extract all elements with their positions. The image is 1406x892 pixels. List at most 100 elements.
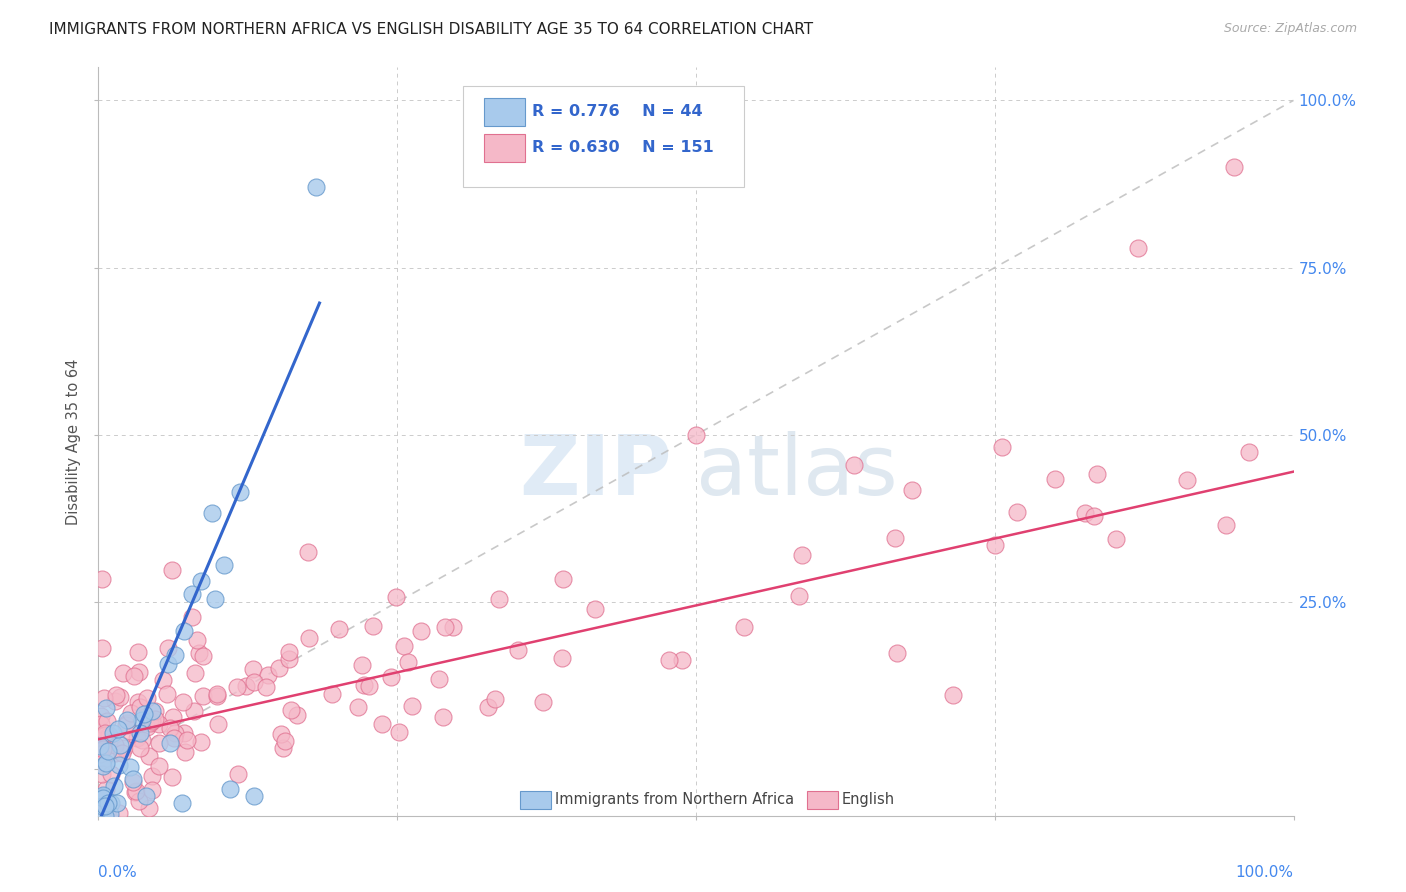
Point: [160, 564, 183, 578]
Point: [357, 679, 380, 693]
Point: [94, 851, 117, 865]
Point: [181, 586, 204, 600]
Point: [98, 728, 121, 742]
Point: [129, 741, 152, 756]
Point: [477, 699, 499, 714]
FancyBboxPatch shape: [485, 98, 524, 126]
Point: [148, 736, 170, 750]
Point: [207, 716, 229, 731]
Point: [165, 648, 187, 662]
Point: [432, 710, 454, 724]
Point: [983, 538, 1005, 552]
Point: [172, 796, 194, 810]
Point: [226, 766, 249, 780]
Point: [121, 774, 143, 789]
Point: [392, 639, 415, 653]
Point: [112, 740, 135, 755]
Point: [118, 760, 141, 774]
Point: [585, 602, 607, 616]
Point: [388, 725, 411, 739]
Point: [97, 811, 120, 825]
Point: [103, 780, 125, 794]
Point: [103, 816, 125, 830]
Point: [733, 620, 755, 634]
Point: [1074, 506, 1097, 520]
Point: [671, 653, 693, 667]
Point: [380, 670, 402, 684]
Point: [1215, 517, 1237, 532]
Point: [285, 707, 308, 722]
Point: [148, 716, 170, 731]
Point: [191, 690, 214, 704]
Point: [141, 783, 163, 797]
Point: [141, 769, 163, 783]
Point: [685, 428, 707, 442]
Point: [159, 721, 181, 735]
Point: [219, 782, 242, 797]
Point: [90, 640, 112, 655]
Text: 0.0%: 0.0%: [98, 865, 138, 880]
Point: [883, 531, 905, 545]
Point: [269, 661, 291, 675]
FancyBboxPatch shape: [807, 790, 838, 809]
Point: [1175, 473, 1198, 487]
Point: [212, 558, 235, 573]
Point: [96, 743, 118, 757]
Point: [484, 691, 506, 706]
Point: [97, 739, 120, 753]
Point: [93, 809, 115, 823]
Point: [162, 770, 184, 784]
Point: [278, 652, 301, 666]
Point: [361, 619, 384, 633]
Point: [156, 657, 179, 671]
Point: [111, 746, 134, 760]
Point: [1237, 445, 1260, 459]
Point: [254, 681, 277, 695]
Text: English: English: [842, 792, 894, 807]
Point: [353, 678, 375, 692]
Point: [96, 796, 118, 810]
Point: [91, 742, 114, 756]
Point: [156, 687, 179, 701]
Point: [184, 666, 207, 681]
Point: [93, 759, 115, 773]
Point: [128, 665, 150, 680]
Point: [411, 624, 433, 639]
Point: [942, 688, 965, 702]
Point: [242, 675, 264, 690]
Point: [186, 633, 208, 648]
Point: [135, 789, 157, 804]
Point: [105, 796, 128, 810]
Point: [90, 572, 112, 586]
Text: Source: ZipAtlas.com: Source: ZipAtlas.com: [1223, 22, 1357, 36]
Point: [243, 789, 266, 804]
Point: [900, 483, 922, 497]
Point: [96, 714, 118, 728]
Point: [104, 694, 127, 708]
Point: [886, 647, 908, 661]
Point: [187, 646, 209, 660]
Point: [180, 609, 202, 624]
Point: [371, 717, 394, 731]
Point: [129, 725, 152, 739]
Text: IMMIGRANTS FROM NORTHERN AFRICA VS ENGLISH DISABILITY AGE 35 TO 64 CORRELATION C: IMMIGRANTS FROM NORTHERN AFRICA VS ENGLI…: [49, 22, 813, 37]
Point: [172, 695, 194, 709]
Point: [427, 672, 450, 686]
Point: [321, 687, 343, 701]
Point: [136, 691, 159, 706]
Point: [401, 698, 423, 713]
Point: [104, 739, 127, 753]
Point: [91, 788, 114, 802]
Text: 100.0%: 100.0%: [1236, 865, 1294, 880]
Point: [104, 747, 127, 761]
Point: [190, 574, 212, 588]
Point: [127, 695, 149, 709]
Point: [1085, 467, 1108, 482]
Point: [93, 799, 115, 814]
Point: [305, 180, 328, 194]
Point: [132, 706, 155, 721]
Point: [91, 794, 114, 808]
Point: [141, 704, 163, 718]
Point: [94, 819, 117, 833]
Point: [298, 631, 321, 645]
